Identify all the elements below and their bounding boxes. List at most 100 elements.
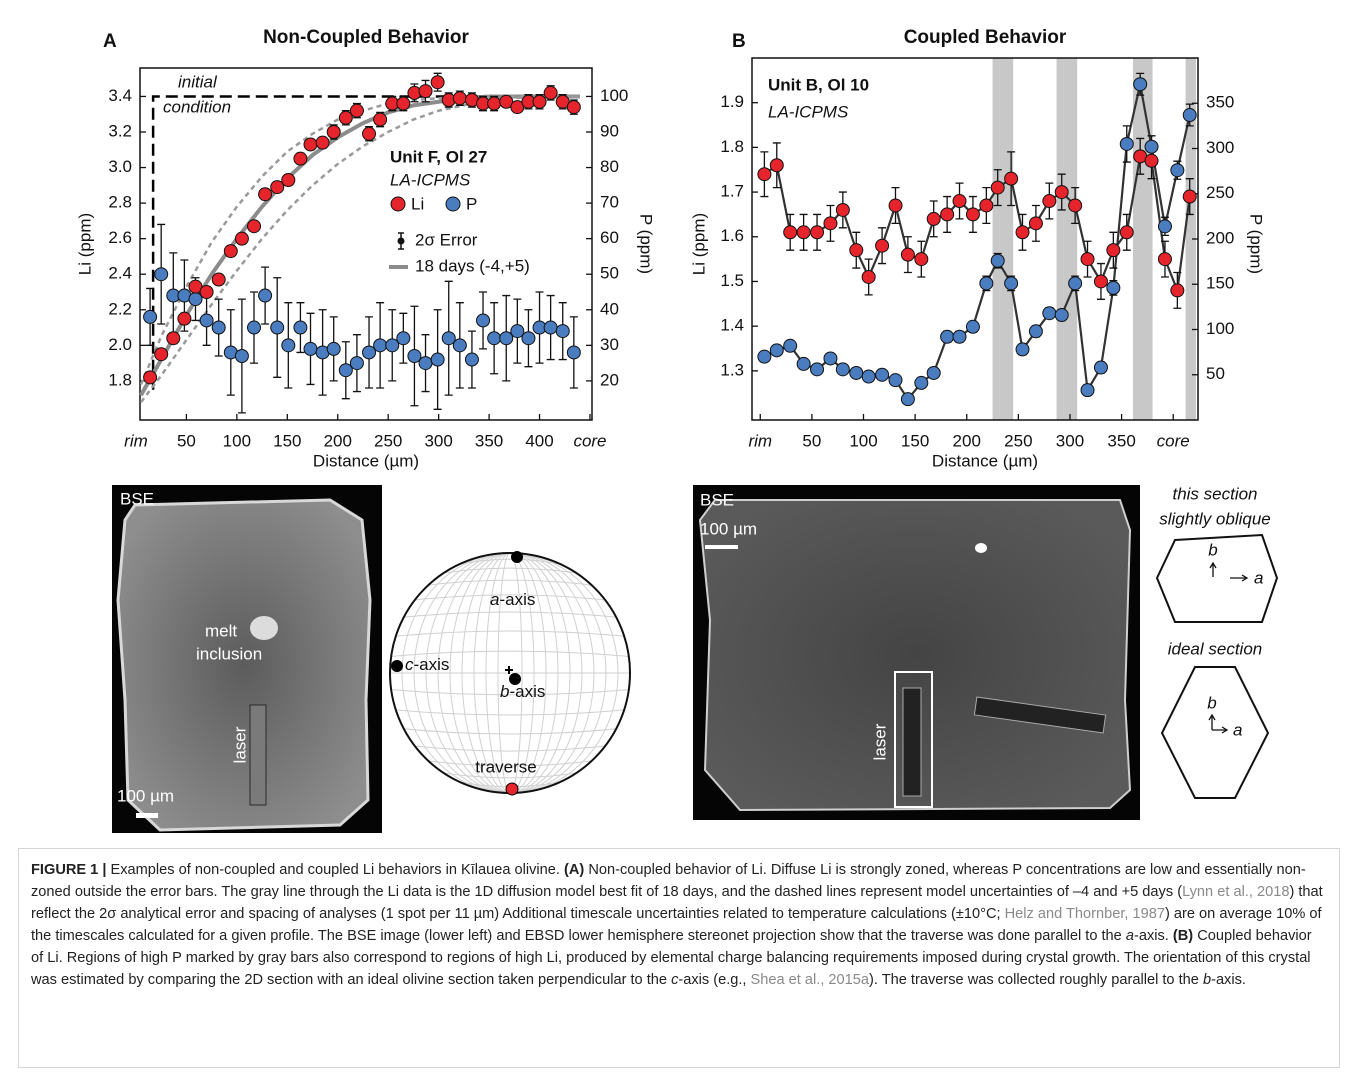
chart-title: Non-Coupled Behavior <box>263 27 469 48</box>
data-point <box>757 167 772 182</box>
data-point <box>338 363 353 378</box>
data-point <box>373 112 388 127</box>
x-tick-label: core <box>1157 431 1190 450</box>
inclusion <box>975 543 987 553</box>
axis-arrows <box>1208 713 1229 734</box>
data-point <box>810 362 825 377</box>
data-point <box>926 211 941 226</box>
laser-track <box>973 696 1107 734</box>
pole <box>509 673 521 685</box>
data-point <box>441 331 456 346</box>
pole-suffix: -axis <box>414 655 450 674</box>
data-point <box>1004 171 1019 186</box>
x-tick-label: 200 <box>953 431 981 450</box>
pole-letter: a <box>490 590 499 609</box>
axis-label: b <box>1207 693 1216 712</box>
data-point <box>835 202 850 217</box>
data-point <box>990 180 1005 195</box>
data-point <box>769 158 784 173</box>
data-point <box>914 252 929 267</box>
data-point <box>566 345 581 360</box>
data-point <box>835 362 850 377</box>
data-point <box>1042 194 1057 209</box>
parallel <box>390 707 630 716</box>
y-tick-label: 1.6 <box>720 226 744 245</box>
data-point <box>1028 216 1043 231</box>
y-tick-label: 3.2 <box>108 121 132 140</box>
parallel <box>429 567 591 576</box>
data-point <box>783 225 798 240</box>
scale-bar <box>136 813 158 818</box>
laser-track <box>249 704 267 806</box>
caption-run: ). The traverse was collected roughly pa… <box>869 972 1203 988</box>
y2-axis-label: P (ppm) <box>1247 214 1266 274</box>
panel-letter: A <box>103 31 117 52</box>
axis-label: a <box>1254 568 1263 587</box>
data-point <box>464 352 479 367</box>
traverse-label: traverse <box>475 757 536 776</box>
data-point <box>199 285 214 299</box>
y-tick-label: 1.8 <box>720 137 744 156</box>
data-point <box>234 231 249 246</box>
y-tick-label: 1.3 <box>720 360 744 379</box>
data-point <box>499 331 514 346</box>
data-point <box>326 125 341 139</box>
data-point <box>566 100 581 115</box>
data-point <box>979 198 994 213</box>
data-point <box>823 351 838 366</box>
data-point <box>258 187 273 202</box>
y-tick-label: 1.7 <box>720 182 744 201</box>
model-curve <box>139 95 580 385</box>
caption-run: ) that reflect the 2σ analytical error a… <box>31 884 1323 922</box>
data-point <box>143 309 158 324</box>
data-point <box>154 267 169 282</box>
image-label: inclusion <box>196 644 262 663</box>
data-point <box>1004 276 1019 291</box>
y2-tick-label: 80 <box>600 157 619 176</box>
data-point <box>430 75 445 90</box>
data-point <box>555 94 570 109</box>
scale-bar <box>705 545 738 549</box>
x-tick-label: 100 <box>223 431 251 450</box>
y2-tick-label: 20 <box>600 370 619 389</box>
data-point <box>418 356 433 371</box>
parallel <box>412 758 608 767</box>
parallel <box>398 743 622 752</box>
data-point <box>965 207 980 222</box>
y2-tick-label: 50 <box>600 264 619 283</box>
pole-letter: b <box>500 682 509 701</box>
caption-run: (B) <box>1172 928 1194 944</box>
data-point <box>1093 360 1108 375</box>
data-point <box>861 269 876 284</box>
data-point <box>247 320 262 335</box>
data-point <box>1106 243 1121 258</box>
annotation: Unit B, Ol 10 <box>768 75 869 94</box>
initial-condition <box>151 95 574 390</box>
data-point <box>1157 219 1172 234</box>
data-point <box>177 311 192 326</box>
y2-tick-label: 60 <box>600 228 619 247</box>
data-point <box>188 292 203 307</box>
data-point <box>166 331 181 346</box>
y-tick-label: 1.5 <box>720 271 744 290</box>
data-point <box>979 276 994 291</box>
data-point <box>258 288 273 303</box>
data-point <box>1054 185 1069 200</box>
x-tick-label: 200 <box>324 431 352 450</box>
pole <box>511 551 523 563</box>
parallel <box>398 594 622 603</box>
data-point <box>940 329 955 344</box>
series-line <box>763 84 1191 402</box>
y-tick-label: 2.0 <box>108 335 132 354</box>
data-point <box>487 96 502 111</box>
y2-tick-label: 30 <box>600 335 619 354</box>
data-point <box>418 84 433 99</box>
data-point <box>1182 108 1197 123</box>
caption-run: FIGURE 1 | <box>31 862 107 878</box>
data-point <box>199 313 214 328</box>
pole <box>391 660 403 672</box>
data-point <box>270 320 285 335</box>
data-point <box>293 320 308 335</box>
figure-caption: FIGURE 1 | Examples of non-coupled and c… <box>18 848 1340 1068</box>
data-point <box>1080 252 1095 267</box>
